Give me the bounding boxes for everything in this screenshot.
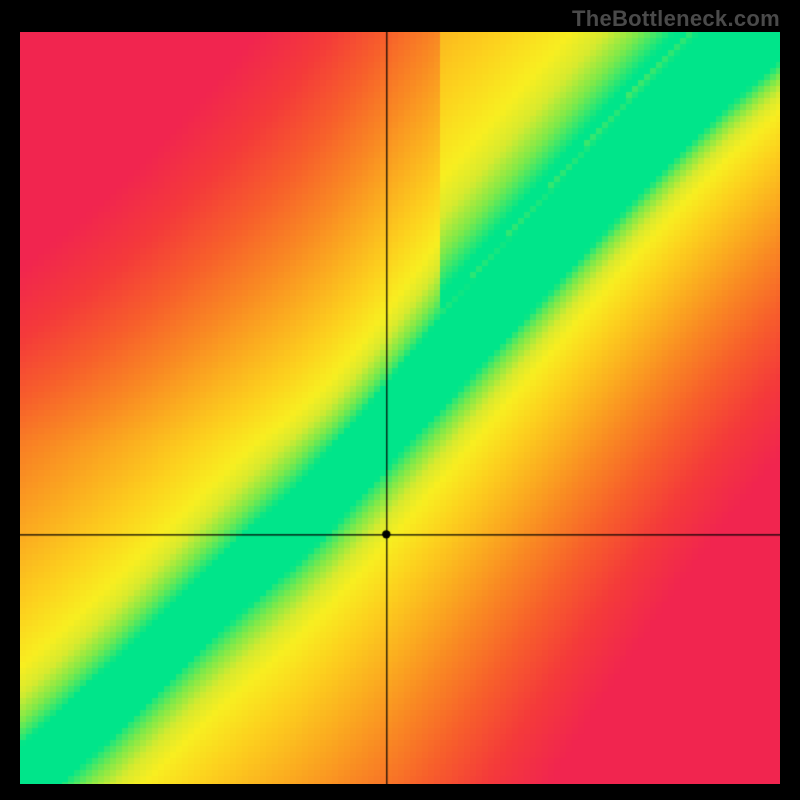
bottleneck-heatmap [20, 32, 780, 784]
watermark-text: TheBottleneck.com [572, 6, 780, 32]
heatmap-canvas [20, 32, 780, 784]
